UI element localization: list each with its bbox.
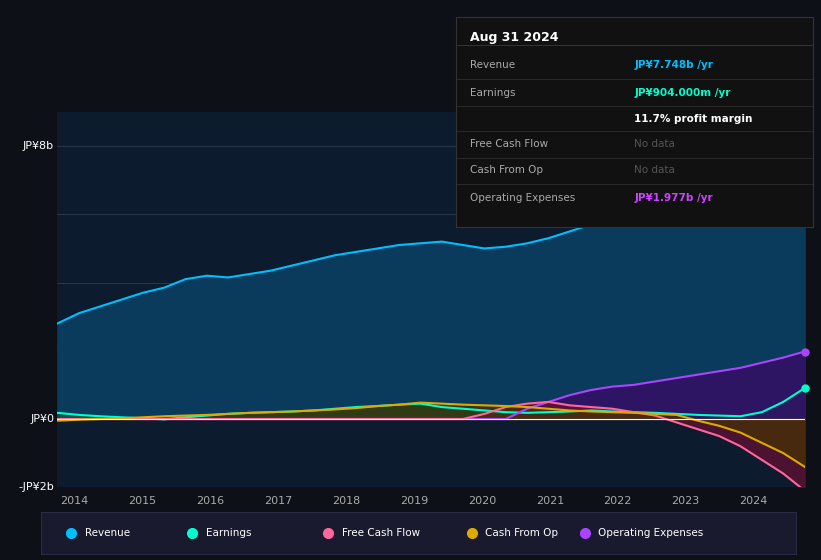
Text: JP¥904.000m /yr: JP¥904.000m /yr xyxy=(635,88,731,99)
Text: Cash From Op: Cash From Op xyxy=(485,529,558,538)
Text: Aug 31 2024: Aug 31 2024 xyxy=(470,31,558,44)
Text: 2015: 2015 xyxy=(128,496,157,506)
Text: Free Cash Flow: Free Cash Flow xyxy=(470,139,548,149)
Text: 2022: 2022 xyxy=(603,496,632,506)
Text: Operating Expenses: Operating Expenses xyxy=(470,193,576,203)
Text: 2019: 2019 xyxy=(400,496,429,506)
Text: JP¥0: JP¥0 xyxy=(30,414,54,424)
Text: Revenue: Revenue xyxy=(85,529,130,538)
Text: JP¥1.977b /yr: JP¥1.977b /yr xyxy=(635,193,713,203)
Text: 2021: 2021 xyxy=(536,496,564,506)
Text: Earnings: Earnings xyxy=(470,88,516,99)
Text: Cash From Op: Cash From Op xyxy=(470,165,543,175)
Text: 2023: 2023 xyxy=(672,496,699,506)
Text: JP¥7.748b /yr: JP¥7.748b /yr xyxy=(635,60,713,70)
Text: No data: No data xyxy=(635,165,675,175)
Text: Free Cash Flow: Free Cash Flow xyxy=(342,529,420,538)
Text: 2024: 2024 xyxy=(740,496,768,506)
Text: 2018: 2018 xyxy=(332,496,360,506)
Text: 2014: 2014 xyxy=(60,496,89,506)
Text: 2017: 2017 xyxy=(264,496,292,506)
Text: Revenue: Revenue xyxy=(470,60,515,70)
Text: 2020: 2020 xyxy=(468,496,496,506)
Text: Operating Expenses: Operating Expenses xyxy=(599,529,704,538)
Text: -JP¥2b: -JP¥2b xyxy=(18,482,54,492)
Text: No data: No data xyxy=(635,139,675,149)
Text: 2016: 2016 xyxy=(196,496,224,506)
Text: 11.7% profit margin: 11.7% profit margin xyxy=(635,114,753,124)
Text: JP¥8b: JP¥8b xyxy=(23,141,54,151)
Text: Earnings: Earnings xyxy=(206,529,251,538)
